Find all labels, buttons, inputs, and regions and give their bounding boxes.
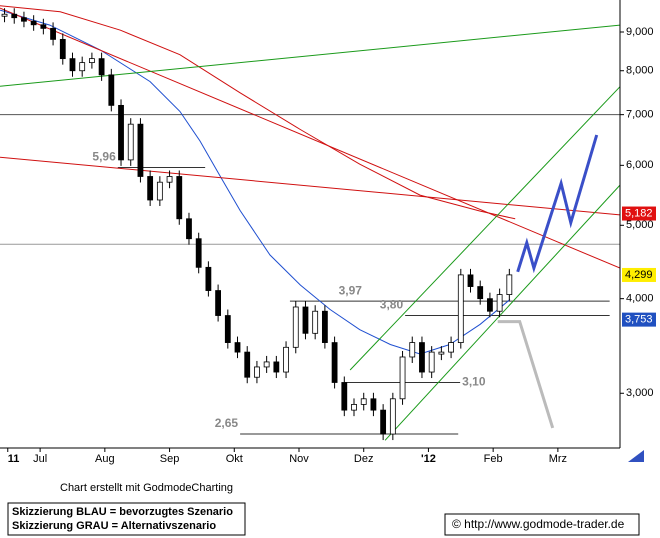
- candle: [351, 404, 357, 411]
- price-tag: [622, 267, 656, 282]
- candle: [273, 361, 280, 373]
- candle: [457, 274, 464, 343]
- overlay-line: [0, 5, 516, 220]
- y-tick-label: 9,000: [626, 26, 654, 38]
- overlay-line: [0, 7, 620, 269]
- x-tick-label: Okt: [226, 453, 243, 465]
- copyright: © http://www.godmode-trader.de: [452, 517, 625, 531]
- legend-line: Skizzierung GRAU = Alternativszenario: [12, 520, 216, 532]
- credit: Chart erstellt mit GodmodeCharting: [60, 482, 233, 494]
- candle: [331, 342, 338, 383]
- candle: [467, 274, 474, 287]
- candle: [30, 20, 37, 26]
- candle: [487, 298, 493, 312]
- price-tag: [622, 312, 656, 327]
- level-label: 3,97: [339, 283, 363, 297]
- copyright-box: [444, 513, 640, 536]
- y-tick-label: 6,000: [626, 159, 654, 171]
- candle: [147, 176, 154, 201]
- candle: [186, 218, 192, 240]
- candle: [360, 398, 367, 405]
- y-tick-label: 7,000: [626, 109, 654, 121]
- level-label: 3,80: [380, 298, 404, 312]
- candle: [506, 274, 513, 295]
- candle: [244, 351, 251, 378]
- price-tag-label: 4,299: [625, 269, 653, 281]
- candle: [166, 176, 173, 183]
- candle: [312, 310, 319, 334]
- x-tick-label: Dez: [354, 453, 374, 465]
- candle: [156, 181, 163, 201]
- candle: [137, 123, 144, 177]
- overlay-line: [384, 184, 620, 441]
- legend-line: Skizzierung BLAU = bevorzugtes Szenario: [12, 506, 233, 518]
- x-tick-label: Jul: [33, 453, 47, 465]
- overlay-line: [0, 9, 511, 355]
- level-label: 2,65: [215, 416, 239, 430]
- candle: [341, 382, 348, 411]
- candle: [59, 38, 66, 60]
- x-tick-label: Mrz: [549, 453, 567, 465]
- candle: [88, 58, 95, 64]
- candle: [215, 290, 222, 316]
- price-tag: [622, 206, 656, 221]
- y-tick-label: 4,000: [626, 293, 654, 305]
- candle: [380, 409, 387, 435]
- candle: [79, 62, 86, 72]
- overlay-line: [497, 320, 555, 429]
- x-tick-label: 11: [8, 453, 20, 465]
- icon: [628, 450, 644, 462]
- candle: [438, 351, 445, 355]
- overlay-line: [0, 156, 620, 216]
- candle: [98, 58, 105, 76]
- candle: [50, 27, 56, 40]
- candle: [234, 342, 241, 353]
- candle: [428, 351, 435, 373]
- candle: [448, 342, 454, 353]
- candle: [11, 13, 18, 19]
- candle: [321, 310, 328, 343]
- y-tick-label: 3,000: [626, 387, 654, 399]
- price-tag-label: 3,753: [625, 314, 653, 326]
- candle: [302, 306, 309, 334]
- legend-box: [7, 502, 246, 536]
- candle: [496, 294, 503, 312]
- x-tick-label: Nov: [289, 453, 309, 465]
- price-tag-label: 5,182: [625, 207, 653, 219]
- x-tick-label: Feb: [484, 453, 503, 465]
- candle: [40, 24, 47, 29]
- candle: [292, 306, 299, 348]
- candle: [69, 58, 76, 72]
- level-label: 3,10: [462, 375, 486, 389]
- y-tick-label: 8,000: [626, 65, 654, 77]
- overlay-line: [0, 24, 620, 87]
- x-tick-label: Sep: [160, 453, 180, 465]
- candle: [263, 361, 270, 368]
- candle: [477, 286, 484, 300]
- candle: [176, 176, 183, 220]
- candle: [224, 315, 231, 343]
- level-label: 5,96: [92, 150, 116, 164]
- candle: [195, 238, 202, 268]
- candle: [254, 366, 260, 378]
- candle: [409, 342, 416, 358]
- candle: [419, 342, 425, 373]
- candle: [205, 266, 212, 291]
- x-tick-label: Aug: [95, 453, 115, 465]
- candle: [283, 346, 289, 373]
- y-tick-label: 5,000: [626, 219, 654, 231]
- overlay-line: [349, 86, 620, 371]
- candle: [108, 74, 115, 106]
- candle: [21, 17, 27, 22]
- plot-area: [0, 5, 620, 441]
- overlay-line: [516, 134, 599, 274]
- candle: [370, 398, 377, 411]
- candle: [1, 13, 8, 17]
- candle: [127, 123, 134, 161]
- x-tick-label: '12: [421, 453, 436, 465]
- candle: [399, 356, 406, 400]
- candle: [118, 104, 124, 161]
- candle: [389, 398, 396, 435]
